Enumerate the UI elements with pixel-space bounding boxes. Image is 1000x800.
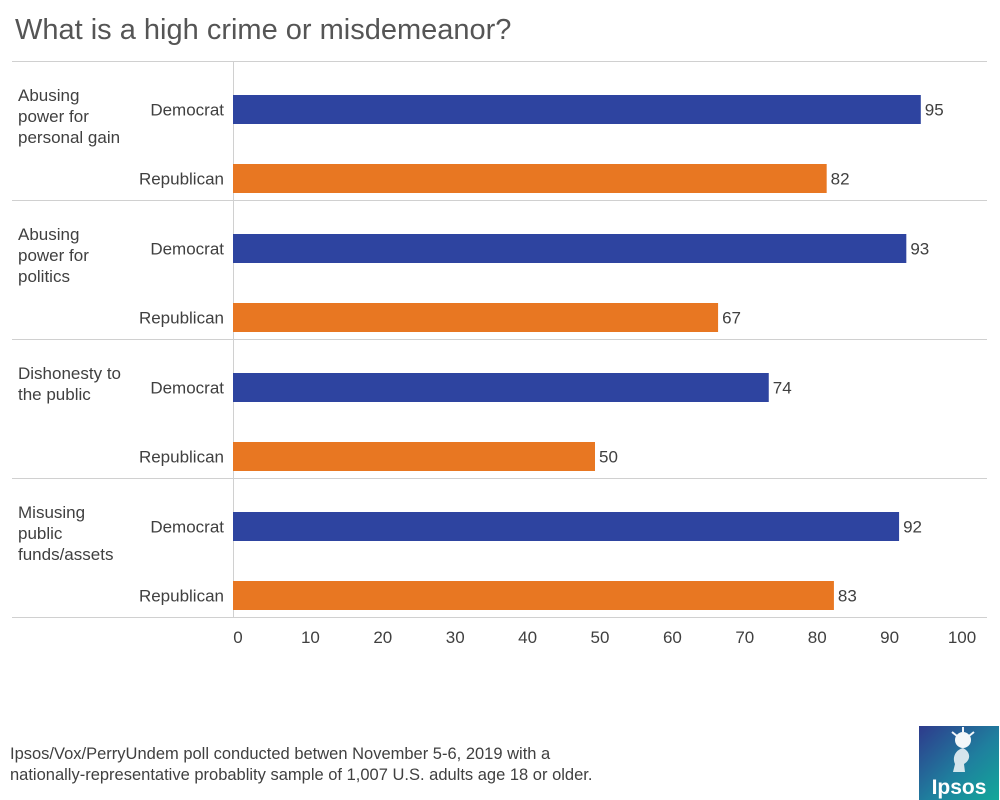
x-tick-label: 30 — [446, 628, 465, 647]
series-label-democrat: Democrat — [150, 379, 224, 398]
data-label: 92 — [903, 518, 922, 537]
footnote-line-1: Ipsos/Vox/PerryUndem poll conducted betw… — [10, 745, 551, 763]
x-tick-label: 60 — [663, 628, 682, 647]
data-label: 82 — [831, 170, 850, 189]
x-tick-label: 0 — [233, 628, 242, 647]
chart-title: What is a high crime or misdemeanor? — [15, 14, 512, 46]
category-label: Misusing public funds/assets — [18, 503, 113, 564]
x-tick-label: 100 — [948, 628, 976, 647]
bar-chart: Abusing power for personal gain Democrat 95 R… — [12, 61, 987, 647]
data-label: 83 — [838, 587, 857, 606]
x-tick-label: 20 — [373, 628, 392, 647]
bar-republican — [233, 442, 595, 471]
data-label: 93 — [910, 240, 929, 259]
category-label: Abusing power for personal gain — [18, 86, 120, 147]
series-label-republican: Republican — [139, 309, 224, 328]
x-tick-label: 70 — [735, 628, 754, 647]
x-tick-label: 80 — [808, 628, 827, 647]
category-label: Abusing power for politics — [18, 225, 89, 286]
bar-democrat — [233, 234, 907, 263]
data-label: 74 — [773, 379, 792, 398]
bar-democrat — [233, 95, 921, 124]
ipsos-logo: Ipsos — [919, 726, 999, 800]
x-tick-label: 50 — [591, 628, 610, 647]
series-label-republican: Republican — [139, 587, 224, 606]
series-label-democrat: Democrat — [150, 101, 224, 120]
x-tick-label: 10 — [301, 628, 320, 647]
series-label-republican: Republican — [139, 448, 224, 467]
footnote: Ipsos/Vox/PerryUndem poll conducted betw… — [10, 744, 710, 786]
bar-republican — [233, 303, 719, 332]
series-label-democrat: Democrat — [150, 240, 224, 259]
data-label: 50 — [599, 448, 618, 467]
x-tick-label: 40 — [518, 628, 537, 647]
bar-democrat — [233, 512, 900, 541]
series-label-democrat: Democrat — [150, 518, 224, 537]
bar-republican — [233, 164, 827, 193]
bar-democrat — [233, 373, 769, 402]
x-tick-label: 90 — [880, 628, 899, 647]
footnote-line-2: nationally-representative probablity sam… — [10, 766, 593, 784]
ipsos-logo-text: Ipsos — [932, 776, 987, 799]
data-label: 95 — [925, 101, 944, 120]
category-label: Dishonesty to the public — [18, 364, 121, 404]
data-label: 67 — [722, 309, 741, 328]
ipsos-logo-icon — [951, 727, 975, 772]
bar-republican — [233, 581, 834, 610]
series-label-republican: Republican — [139, 170, 224, 189]
